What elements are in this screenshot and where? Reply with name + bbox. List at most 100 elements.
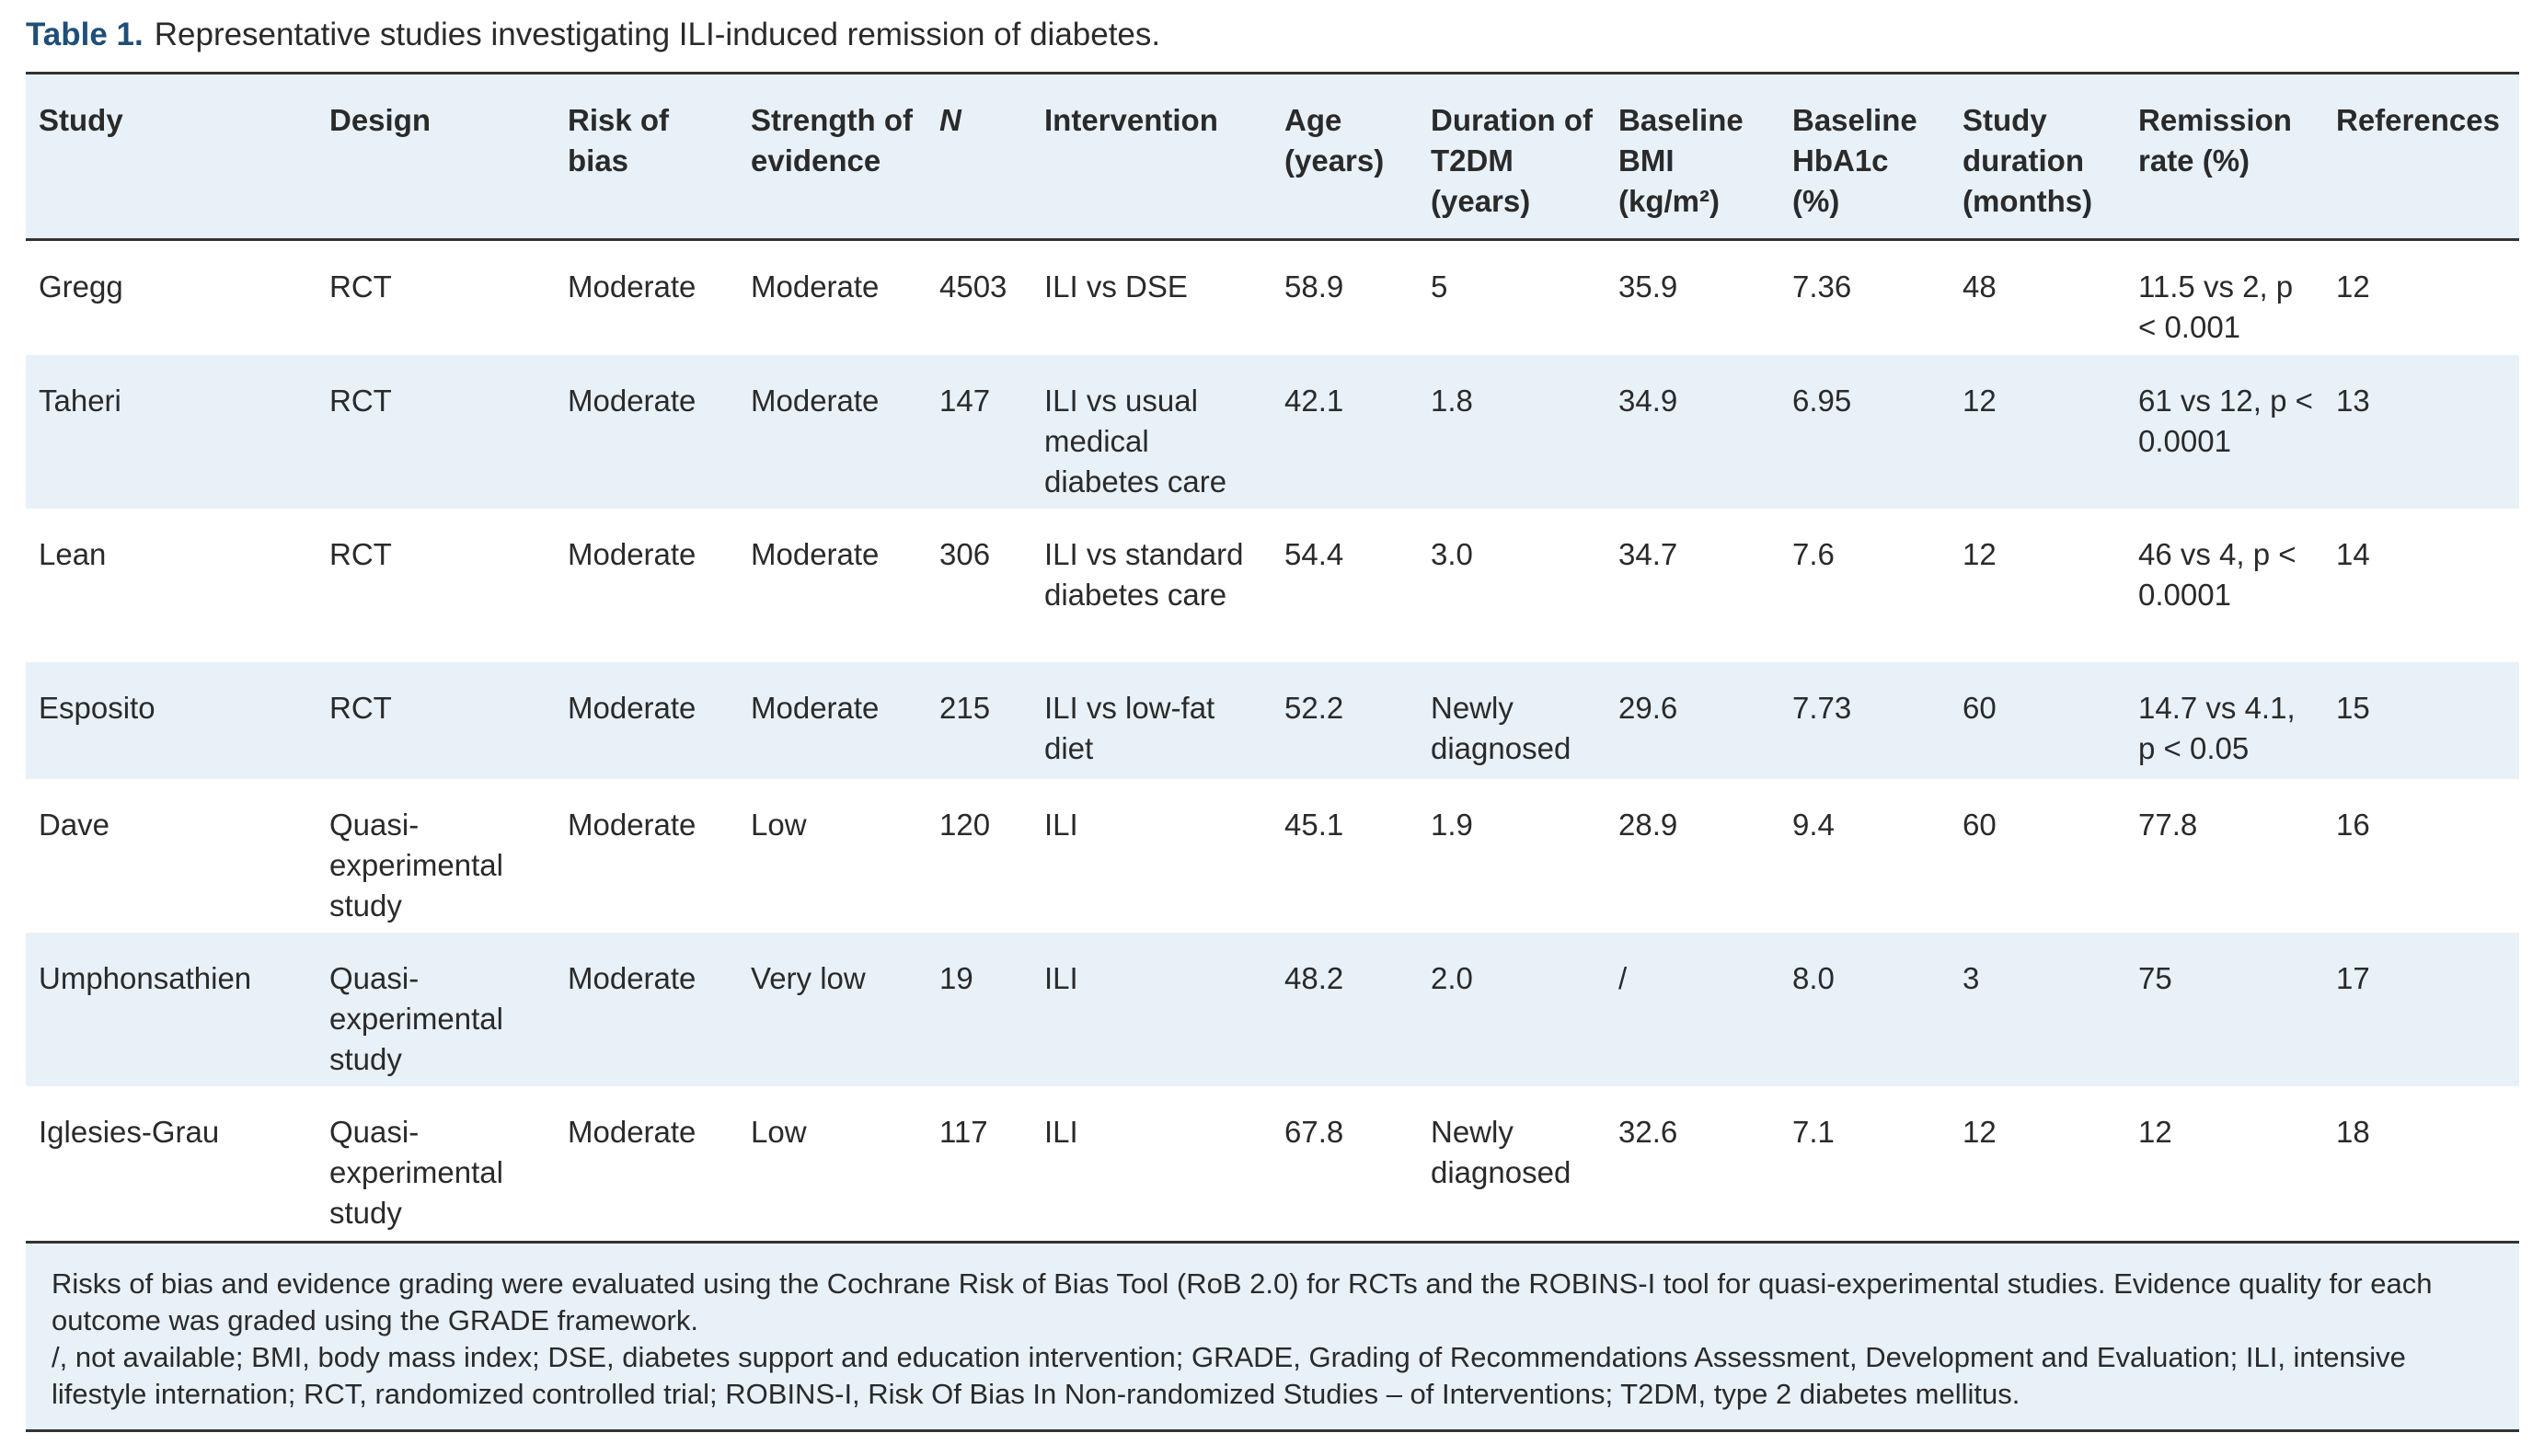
table-cell: 2.0	[1418, 932, 1606, 1086]
table-row: Iglesies-Grau Quasi-experimental study Mod…	[26, 1086, 2519, 1240]
table-cell: 34.9	[1606, 354, 1779, 509]
table-cell: Low	[751, 807, 807, 842]
table-cell: Moderate	[568, 1114, 696, 1149]
table-cell: 60	[1963, 807, 1997, 842]
table-cell: 52.2	[1272, 661, 1418, 779]
table-cell: 14.7 vs 4.1, p < 0.05	[2125, 661, 2323, 779]
column-header: Study duration (months)	[1950, 73, 2125, 241]
column-header: Baseline HbA1c (%)	[1779, 73, 1950, 241]
caption: Table 1. Representative studies investiga…	[26, 17, 1160, 53]
table-cell: 19	[927, 932, 1031, 1086]
table-cell: 42.1	[1272, 354, 1418, 509]
table-row: Esposito RCT Moderate Moderate 215 ILI vs low…	[26, 661, 2519, 779]
table-cell: Moderate	[738, 354, 927, 509]
table-cell: Low	[751, 1114, 807, 1149]
table-cell: 17	[2323, 932, 2519, 1086]
table-cell: /	[1606, 932, 1779, 1086]
table-cell: Moderate	[555, 354, 738, 509]
table-cell: ILI vs usual medical diabetes care	[1031, 354, 1272, 509]
table-cell: 14	[2336, 536, 2370, 571]
table-row: Taheri RCT Moderate Moderate 147 ILI vs usual…	[26, 354, 2519, 509]
table-cell: Moderate	[738, 661, 927, 779]
table-cell: Quasi-experimental study	[317, 932, 555, 1086]
column-header: Duration of T2DM (years)	[1418, 73, 1606, 241]
table-cell: 7.1	[1792, 1114, 1835, 1149]
table-cell: 117	[939, 1114, 988, 1149]
table-cell: Moderate	[751, 269, 880, 304]
table-cell: Taheri	[26, 354, 317, 509]
table-cell: 16	[2336, 807, 2370, 842]
table-cell: 5	[1431, 269, 1448, 304]
table-cell: Esposito	[26, 661, 317, 779]
table-cell: 6.95	[1779, 354, 1950, 509]
table-cell: Quasi-experimental study	[329, 807, 503, 923]
table-cell: 3	[1950, 932, 2125, 1086]
table-cell: 77.8	[2138, 807, 2198, 842]
table-cell: Newly diagnosed	[1431, 1114, 1571, 1189]
table-cell: 12	[2138, 1114, 2172, 1149]
table-cell: Gregg	[39, 269, 123, 304]
table-row: Dave Quasi-experimental study Moderate Low 1…	[26, 779, 2519, 933]
table-cell: Dave	[39, 807, 110, 842]
table-cell: RCT	[329, 269, 392, 304]
table-cell: 147	[927, 354, 1031, 509]
column-header: Remission rate (%)	[2125, 73, 2323, 241]
table-cell: 13	[2323, 354, 2519, 509]
table-cell: 12	[1963, 536, 1997, 571]
table-cell: RCT	[329, 536, 392, 571]
column-header: Baseline BMI (kg/m²)	[1606, 73, 1779, 241]
note: /, not available; BMI, body mass index; …	[52, 1341, 2406, 1410]
table-cell: 48	[1963, 269, 1997, 304]
table-cell: Iglesies-Grau	[39, 1114, 220, 1149]
table-cell: ILI vs DSE	[1044, 269, 1188, 304]
table-cell: 15	[2323, 661, 2519, 779]
table-cell: 8.0	[1779, 932, 1950, 1086]
table-row: Gregg RCT Moderate Moderate 4503 ILI vs DSE 58…	[26, 240, 2519, 355]
table-cell: 58.9	[1284, 269, 1344, 304]
table-cell: 35.9	[1618, 269, 1678, 304]
table-cell: 12	[2336, 269, 2370, 304]
column-header: References	[2323, 73, 2519, 241]
table-cell: Moderate	[568, 536, 696, 571]
table-cell: 7.73	[1779, 661, 1950, 779]
table-cell: 29.6	[1606, 661, 1779, 779]
column-header: Risk of bias	[555, 73, 738, 241]
table-cell: Moderate	[555, 932, 738, 1086]
column-header: Study	[26, 73, 317, 241]
table-row: Umphonsathien Quasi-experimental study Mod…	[26, 932, 2519, 1086]
column-header: Age (years)	[1272, 73, 1418, 241]
table-cell: 1.9	[1431, 807, 1473, 842]
table-cell: 54.4	[1284, 536, 1344, 571]
table-cell: 12	[1950, 354, 2125, 509]
table-cell: 12	[1963, 1114, 1997, 1149]
table-cell: ILI	[1044, 1114, 1078, 1149]
table-cell: Newly diagnosed	[1418, 661, 1606, 779]
table-cell: 48.2	[1272, 932, 1418, 1086]
table-cell: 45.1	[1284, 807, 1344, 842]
table-cell: 75	[2125, 932, 2323, 1086]
caption-label: Table 1.	[26, 17, 144, 52]
table-cell: 67.8	[1284, 1114, 1344, 1149]
table-cell: Moderate	[568, 807, 696, 842]
header-row: Study Design Risk of bias Strength of evide…	[26, 73, 2519, 241]
table-cell: 306	[939, 536, 991, 571]
table-cell: ILI vs low-fat diet	[1031, 661, 1272, 779]
column-header: Strength of evidence	[738, 73, 927, 241]
table-cell: 28.9	[1618, 807, 1678, 842]
table-cell: 11.5 vs 2, p < 0.001	[2138, 269, 2294, 344]
table-cell: Quasi-experimental study	[329, 1114, 503, 1230]
table-cell: 1.8	[1418, 354, 1606, 509]
table-cell: 7.36	[1792, 269, 1852, 304]
note: Risks of bias and evidence grading were …	[52, 1267, 2433, 1336]
table-cell: ILI	[1031, 932, 1272, 1086]
table-cell: RCT	[317, 354, 555, 509]
table-cell: Umphonsathien	[26, 932, 317, 1086]
column-header: N	[927, 73, 1031, 241]
table-notes: Risks of bias and evidence grading were …	[26, 1241, 2519, 1432]
table-cell: 34.7	[1618, 536, 1678, 571]
table-cell: 7.6	[1792, 536, 1835, 571]
caption-text: Representative studies investigating ILI…	[154, 17, 1161, 52]
table-cell: 32.6	[1618, 1114, 1678, 1149]
table-cell: RCT	[317, 661, 555, 779]
